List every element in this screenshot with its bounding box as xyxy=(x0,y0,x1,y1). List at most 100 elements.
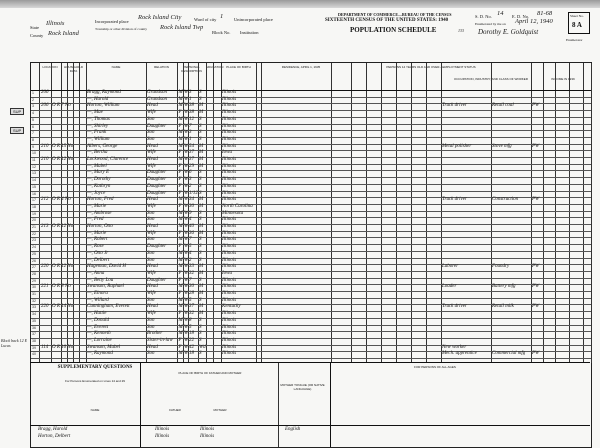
person-name: —, Bertha xyxy=(87,150,108,156)
ward-value: 1 xyxy=(220,13,224,20)
supp-entry-name: Horton, Delbert xyxy=(38,434,71,439)
sex: F xyxy=(178,203,182,209)
age: 37 xyxy=(189,150,194,156)
marital-status: S xyxy=(199,297,202,303)
marital-status: M xyxy=(199,311,204,317)
household-data: O R 8 No xyxy=(52,284,71,290)
supp-entry-language: English xyxy=(285,427,301,432)
sex: M xyxy=(178,157,183,162)
birthplace: Illinois xyxy=(222,136,237,142)
enumerator-label: Enumerator xyxy=(566,38,583,42)
person-name: —, Robert xyxy=(87,237,108,243)
marital-status: S xyxy=(199,136,202,142)
industry: Foundry xyxy=(492,264,510,270)
relation: Head xyxy=(147,264,158,270)
age: 4 xyxy=(189,217,192,223)
column-rule xyxy=(146,63,147,363)
line-number: 2 xyxy=(32,97,34,102)
birthplace: Illinois xyxy=(222,230,237,236)
race: W xyxy=(184,203,189,209)
house-number: 206 xyxy=(41,103,49,109)
relation: Son xyxy=(147,351,155,357)
sex: F xyxy=(178,177,182,183)
house-number: 220 xyxy=(41,304,49,310)
marital-status: M xyxy=(199,150,204,156)
race: W xyxy=(184,177,189,183)
age: 37 xyxy=(189,157,194,162)
relation: Son xyxy=(147,257,155,263)
header-birth: PLACE OF BIRTH xyxy=(226,65,251,69)
person-name: —, Ambrose xyxy=(87,210,112,216)
industry: Construction xyxy=(492,197,519,203)
relation: Head xyxy=(147,157,158,162)
relation: Wife xyxy=(147,203,156,209)
relation: Wife xyxy=(147,150,156,156)
incorporated-label: Incorporated place xyxy=(95,19,129,24)
ed-value: 14 xyxy=(497,10,504,17)
row-rule xyxy=(31,130,591,132)
birthplace: Illinois xyxy=(222,291,237,296)
sheet-value: 8 A xyxy=(572,21,582,29)
marital-status: M xyxy=(199,163,204,169)
birthplace: Illinois xyxy=(222,317,237,323)
person-name: Horton, Otto xyxy=(87,224,113,229)
race: W xyxy=(184,210,189,216)
race: W xyxy=(184,150,189,156)
line-number: 39 xyxy=(32,345,36,350)
row-rule xyxy=(31,297,591,299)
line-number: 28 xyxy=(32,271,36,276)
person-name: —, Mary E xyxy=(87,170,110,176)
birthplace: Illinois xyxy=(222,284,237,290)
house-number: 114 xyxy=(41,344,49,350)
relation: Grandson xyxy=(147,96,168,102)
relation: Son xyxy=(147,237,155,243)
age: 8 xyxy=(189,317,192,323)
state-label: State xyxy=(30,25,39,30)
race: W xyxy=(184,284,189,290)
marital-status: S xyxy=(199,324,202,330)
row-rule xyxy=(31,157,591,158)
industry: Retail milk xyxy=(492,304,514,310)
line-number: 38 xyxy=(32,338,36,343)
ed-label: S. D. No. xyxy=(475,14,492,19)
race: W xyxy=(184,217,189,223)
relation: Head xyxy=(147,304,158,310)
class-of-worker: PW xyxy=(532,351,540,357)
age: 5 xyxy=(189,297,192,303)
race: W xyxy=(184,351,189,357)
sex: M xyxy=(178,130,183,136)
column-rule xyxy=(213,63,214,363)
township-value: Rock Island Twp xyxy=(160,24,204,31)
column-rule xyxy=(491,63,492,363)
birthplace: Illinois xyxy=(222,337,237,343)
marital-status: S xyxy=(199,237,202,243)
industry: Retail coal xyxy=(492,103,514,109)
person-name: —, Betty Lou xyxy=(87,277,114,283)
row-rule xyxy=(31,304,591,306)
race: W xyxy=(184,317,189,323)
industry: Commercial mfg xyxy=(492,351,526,357)
supp-title: SUPPLEMENTARY QUESTIONS xyxy=(57,365,133,370)
person-name: —, Shirley xyxy=(87,123,109,129)
race: W xyxy=(184,324,189,330)
line-number: 40 xyxy=(32,352,36,357)
column-rule xyxy=(206,63,207,363)
occupation: Laborer xyxy=(442,264,459,270)
class-of-worker: PW xyxy=(532,304,540,310)
person-name: Cunningham, Everett xyxy=(87,304,130,310)
row-rule xyxy=(31,237,591,239)
line-number: 1 xyxy=(32,91,34,95)
race: W xyxy=(184,96,189,102)
scan-edge xyxy=(0,0,600,8)
relation: Son xyxy=(147,116,155,122)
occupation: Truck driver xyxy=(442,103,467,109)
age: 2 xyxy=(189,183,192,189)
marital-status: S xyxy=(199,244,202,250)
sex: M xyxy=(178,257,183,263)
person-name: Lockwood, Clarence xyxy=(87,157,129,162)
race: W xyxy=(184,311,189,317)
row-rule xyxy=(31,136,591,138)
row-rule xyxy=(31,224,591,225)
header-name: NAME xyxy=(111,65,121,69)
column-rule xyxy=(86,63,87,363)
